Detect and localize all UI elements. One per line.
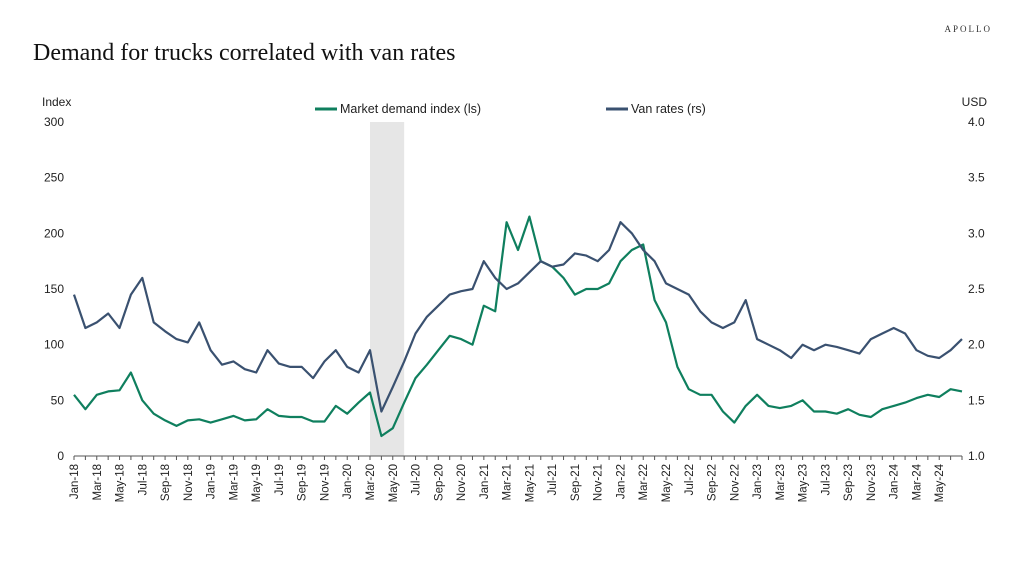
x-tick-label: Jan-21 — [479, 464, 491, 499]
left-axis-ticks: 0 50 100 150 200 250 300 — [44, 115, 64, 463]
brand-logo: APOLLO — [944, 24, 992, 34]
left-tick-label: 50 — [51, 393, 65, 407]
left-tick-label: 300 — [44, 115, 64, 129]
left-tick-label: 250 — [44, 171, 64, 185]
x-tick-label: Sep-18 — [160, 464, 172, 501]
x-tick-label: Jan-22 — [615, 464, 627, 499]
legend-label-van-rates: Van rates (rs) — [631, 102, 706, 116]
x-tick-label: Mar-20 — [365, 464, 377, 500]
left-tick-label: 150 — [44, 282, 64, 296]
x-axis-ticks: Jan-18 Mar-18 May-18 Jul-18 Sep-18 Nov-18 Jan-… — [69, 456, 963, 502]
x-tick-label: May-23 — [798, 464, 810, 502]
x-tick-label: Nov-22 — [729, 464, 741, 501]
right-tick-label: 1.5 — [968, 393, 985, 407]
x-tick-label: Jan-18 — [69, 464, 81, 499]
x-tick-label: Sep-21 — [570, 464, 582, 501]
x-tick-label: Jul-22 — [684, 464, 696, 495]
x-tick-label: Jul-20 — [411, 464, 423, 495]
chart-title: Demand for trucks correlated with van ra… — [33, 40, 456, 66]
x-tick-label: Mar-19 — [228, 464, 240, 500]
left-tick-label: 0 — [57, 449, 64, 463]
x-tick-label: Nov-19 — [319, 464, 331, 501]
x-tick-label: Mar-24 — [911, 463, 923, 500]
right-axis-label: USD — [962, 95, 988, 109]
right-tick-label: 1.0 — [968, 449, 985, 463]
x-tick-label: May-20 — [388, 464, 400, 502]
market-demand-line — [73, 215, 963, 438]
x-tick-label: Mar-23 — [775, 464, 787, 500]
x-tick-label: Sep-19 — [297, 464, 309, 501]
legend-label-market-demand: Market demand index (ls) — [340, 102, 481, 116]
legend: Market demand index (ls) Van rates (rs) — [315, 102, 706, 116]
left-tick-label: 200 — [44, 226, 64, 240]
x-tick-label: Nov-23 — [866, 464, 878, 501]
x-tick-label: May-21 — [524, 464, 536, 502]
left-tick-label: 100 — [44, 338, 64, 352]
left-axis-label: Index — [42, 95, 71, 109]
x-tick-label: Mar-22 — [638, 464, 650, 500]
right-tick-label: 3.0 — [968, 226, 985, 240]
x-tick-label: Nov-18 — [183, 464, 195, 501]
x-tick-label: Jul-23 — [820, 464, 832, 495]
x-tick-label: Nov-21 — [593, 464, 605, 501]
x-tick-label: May-24 — [934, 463, 946, 502]
x-tick-label: Mar-18 — [92, 464, 104, 500]
right-tick-label: 2.5 — [968, 282, 985, 296]
x-tick-label: Nov-20 — [456, 464, 468, 501]
right-tick-label: 2.0 — [968, 338, 985, 352]
x-tick-label: Mar-21 — [502, 464, 514, 500]
x-tick-label: Jan-19 — [206, 464, 218, 499]
x-tick-label: Jan-24 — [889, 463, 901, 499]
right-tick-label: 4.0 — [968, 115, 985, 129]
recession-shade — [370, 122, 405, 456]
x-tick-label: May-22 — [661, 464, 673, 502]
x-tick-label: Sep-20 — [433, 464, 445, 501]
van-rates-line — [72, 221, 963, 413]
right-tick-label: 3.5 — [968, 171, 985, 185]
x-tick-label: Sep-22 — [707, 464, 719, 501]
x-tick-label: Jul-21 — [547, 464, 559, 495]
x-tick-label: May-19 — [251, 464, 263, 502]
x-tick-label: Jul-19 — [274, 464, 286, 495]
x-tick-label: Jan-23 — [752, 464, 764, 499]
x-tick-label: Jul-18 — [137, 464, 149, 495]
x-tick-label: May-18 — [115, 464, 127, 502]
x-tick-label: Jan-20 — [342, 464, 354, 499]
x-tick-label: Sep-23 — [843, 464, 855, 501]
right-axis-ticks: 1.0 1.5 2.0 2.5 3.0 3.5 4.0 — [968, 115, 985, 463]
